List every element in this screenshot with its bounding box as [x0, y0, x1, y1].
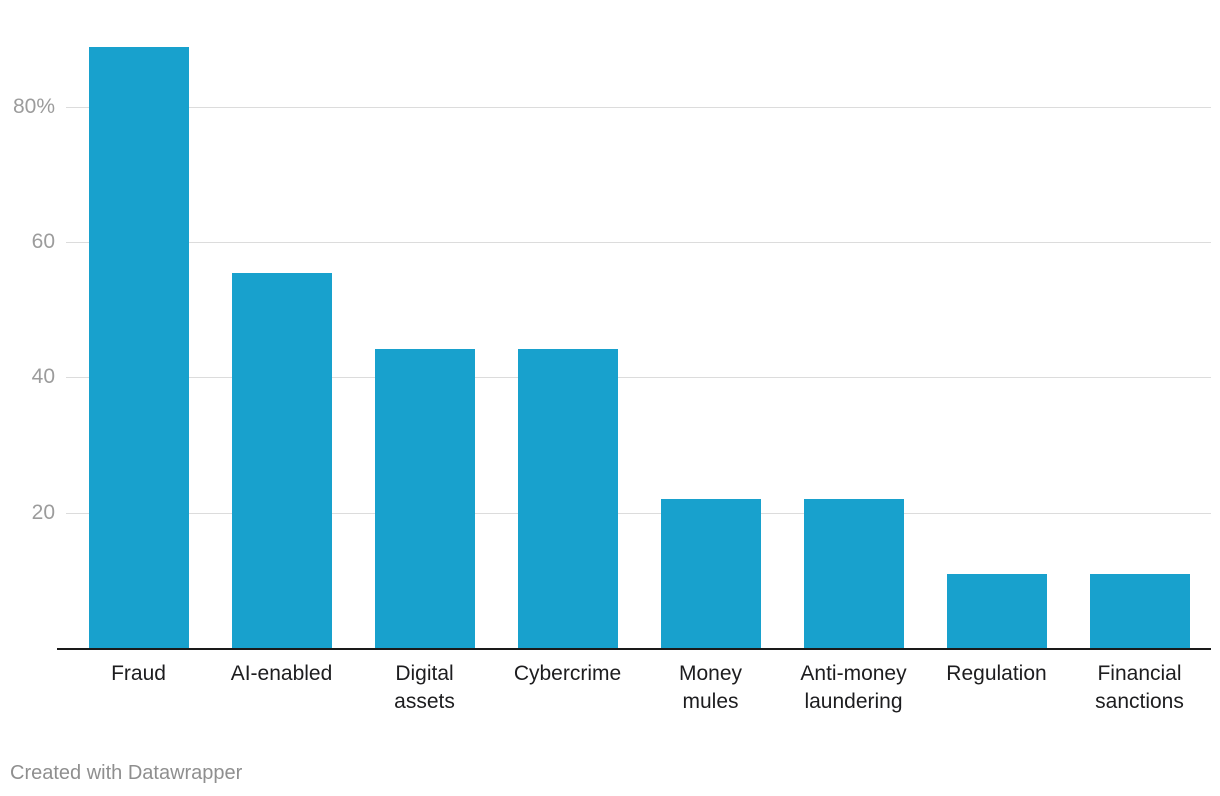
bar-money-mules: [660, 499, 761, 649]
x-axis-label-digital-assets: Digital assets: [394, 662, 455, 713]
x-axis-label-anti-money-laundering: Anti-money laundering: [800, 662, 907, 713]
bar-slot-digital-assets: [353, 349, 496, 649]
bar-slot-ai-enabled: [210, 273, 353, 649]
bars-layer: [67, 47, 1211, 649]
y-axis-tick-60: 60: [31, 230, 55, 253]
x-axis-label-fraud: Fraud: [111, 662, 166, 685]
bar-anti-money-laundering: [803, 499, 904, 649]
bar-slot-anti-money-laundering: [782, 499, 925, 649]
y-axis-tick-40: 40: [31, 365, 55, 388]
gridline-60: [66, 242, 1211, 243]
bar-regulation: [946, 574, 1047, 649]
gridline-20: [66, 513, 1211, 514]
bar-slot-financial-sanctions: [1068, 574, 1211, 649]
bar-slot-cybercrime: [496, 349, 639, 649]
bar-financial-sanctions: [1089, 574, 1190, 649]
gridline-80: [66, 107, 1211, 108]
gridline-40: [66, 377, 1211, 378]
y-axis-tick-80: 80%: [12, 95, 55, 118]
y-axis-tick-20: 20: [31, 501, 55, 524]
x-axis-label-regulation: Regulation: [946, 662, 1047, 685]
x-axis-label-financial-sanctions: Financial sanctions: [1095, 662, 1184, 713]
x-axis-labels: Fraud AI-enabled Digital assets Cybercrime Mo…: [67, 660, 1211, 716]
bar-slot-money-mules: [639, 499, 782, 649]
x-axis-label-cybercrime: Cybercrime: [513, 662, 622, 685]
x-axis-label-ai-enabled: AI-enabled: [230, 662, 333, 685]
datawrapper-credit-link[interactable]: Created with Datawrapper: [10, 762, 243, 784]
bar-slot-fraud: [67, 47, 210, 649]
bar-cybercrime: [517, 349, 618, 649]
bar-ai-enabled: [231, 273, 332, 649]
bar-slot-regulation: [925, 574, 1068, 649]
x-axis-line: [57, 648, 1211, 650]
bar-fraud: [88, 47, 189, 649]
bar-digital-assets: [374, 349, 475, 649]
x-axis-label-money-mules: Money mules: [678, 662, 743, 713]
